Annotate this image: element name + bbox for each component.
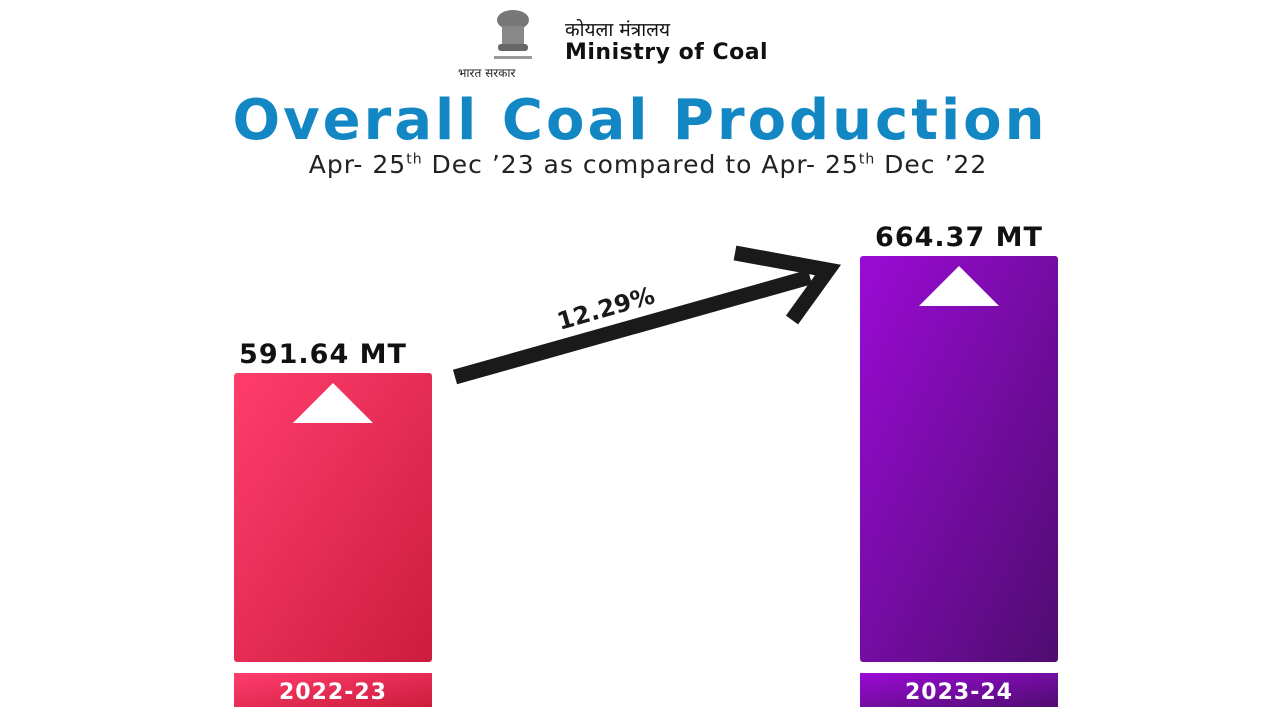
state-emblem-icon <box>494 10 532 59</box>
category-label: 2023-24 <box>905 680 1013 705</box>
government-of-india-hindi: भारत सरकार <box>458 66 516 80</box>
category-label: 2022-23 <box>279 680 387 705</box>
subtitle-sup: th <box>406 151 423 168</box>
emblem-logo <box>484 6 542 64</box>
arrow-shaft <box>452 269 813 385</box>
bar-2022-23 <box>234 373 432 662</box>
data-label: 664.37 MT <box>875 222 1043 253</box>
arrowhead-icon <box>733 245 842 325</box>
subtitle-text: Dec ’22 <box>875 150 988 179</box>
ministry-name-english: Ministry of Coal <box>565 40 769 65</box>
subtitle-text: Apr- 25 <box>308 150 407 179</box>
category-label-box <box>234 673 432 707</box>
subtitle-sup: th <box>858 151 876 168</box>
data-label: 591.64 MT <box>239 339 407 370</box>
growth-arrow <box>452 245 842 385</box>
up-triangle-icon <box>919 266 999 306</box>
bar-2023-24 <box>860 256 1058 662</box>
ministry-name-hindi: कोयला मंत्रालय <box>565 19 671 41</box>
subtitle-text: Dec ’23 as compared to Apr- 25 <box>422 150 859 179</box>
category-label-box <box>860 673 1058 707</box>
chart-title: Overall Coal Production <box>232 88 1048 153</box>
up-triangle-icon <box>293 383 373 424</box>
chart-subtitle: Apr- 25th Dec ’23 as compared to Apr- 25… <box>0 150 1280 179</box>
